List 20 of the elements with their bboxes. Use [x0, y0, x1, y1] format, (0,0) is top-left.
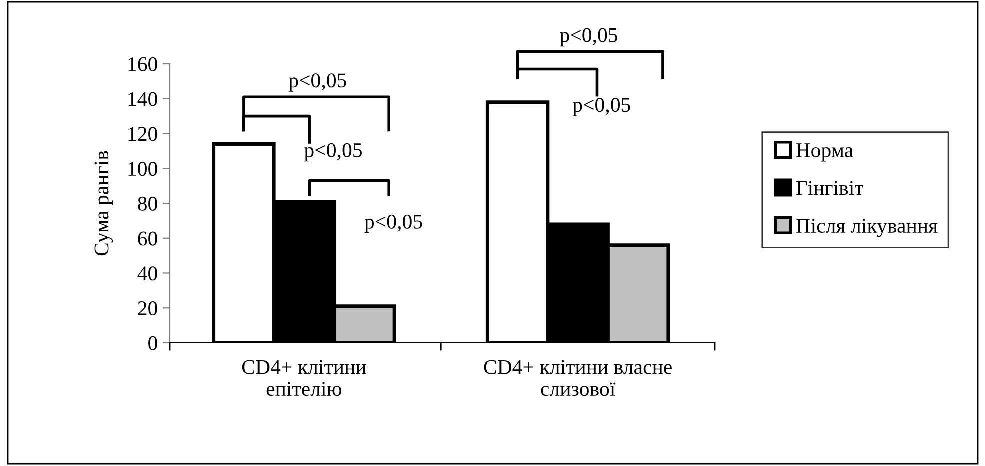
legend-label: Норма — [796, 144, 854, 162]
text: p<0,05 — [560, 28, 618, 47]
y-tick-label: 80 — [138, 196, 158, 211]
y-tick-label: 20 — [138, 302, 158, 316]
x-tick-label: CD4+ клітини власне слизової — [484, 360, 672, 396]
annotation: p<0,05 — [288, 74, 346, 92]
annotation: p<0,05 — [364, 214, 422, 234]
x-tick-label: CD4+ клітини епітелію — [242, 360, 366, 396]
y-tick-label: 40 — [138, 266, 158, 281]
annotation: p<0,05 — [304, 143, 362, 162]
y-tick-label: 160 — [128, 57, 158, 72]
y-tick-label: 60 — [138, 232, 158, 246]
annotation: p<0,05 — [572, 98, 630, 116]
y-tick-label: 140 — [128, 92, 158, 106]
y-tick-label: 120 — [128, 127, 158, 142]
y-tick-label: 0 — [148, 336, 158, 350]
legend-label: Гінгівіт — [796, 181, 864, 196]
legend-label: Після лікування — [796, 219, 938, 238]
y-tick-label: 100 — [128, 162, 158, 176]
y-axis-title: Сума рангів — [94, 151, 114, 256]
